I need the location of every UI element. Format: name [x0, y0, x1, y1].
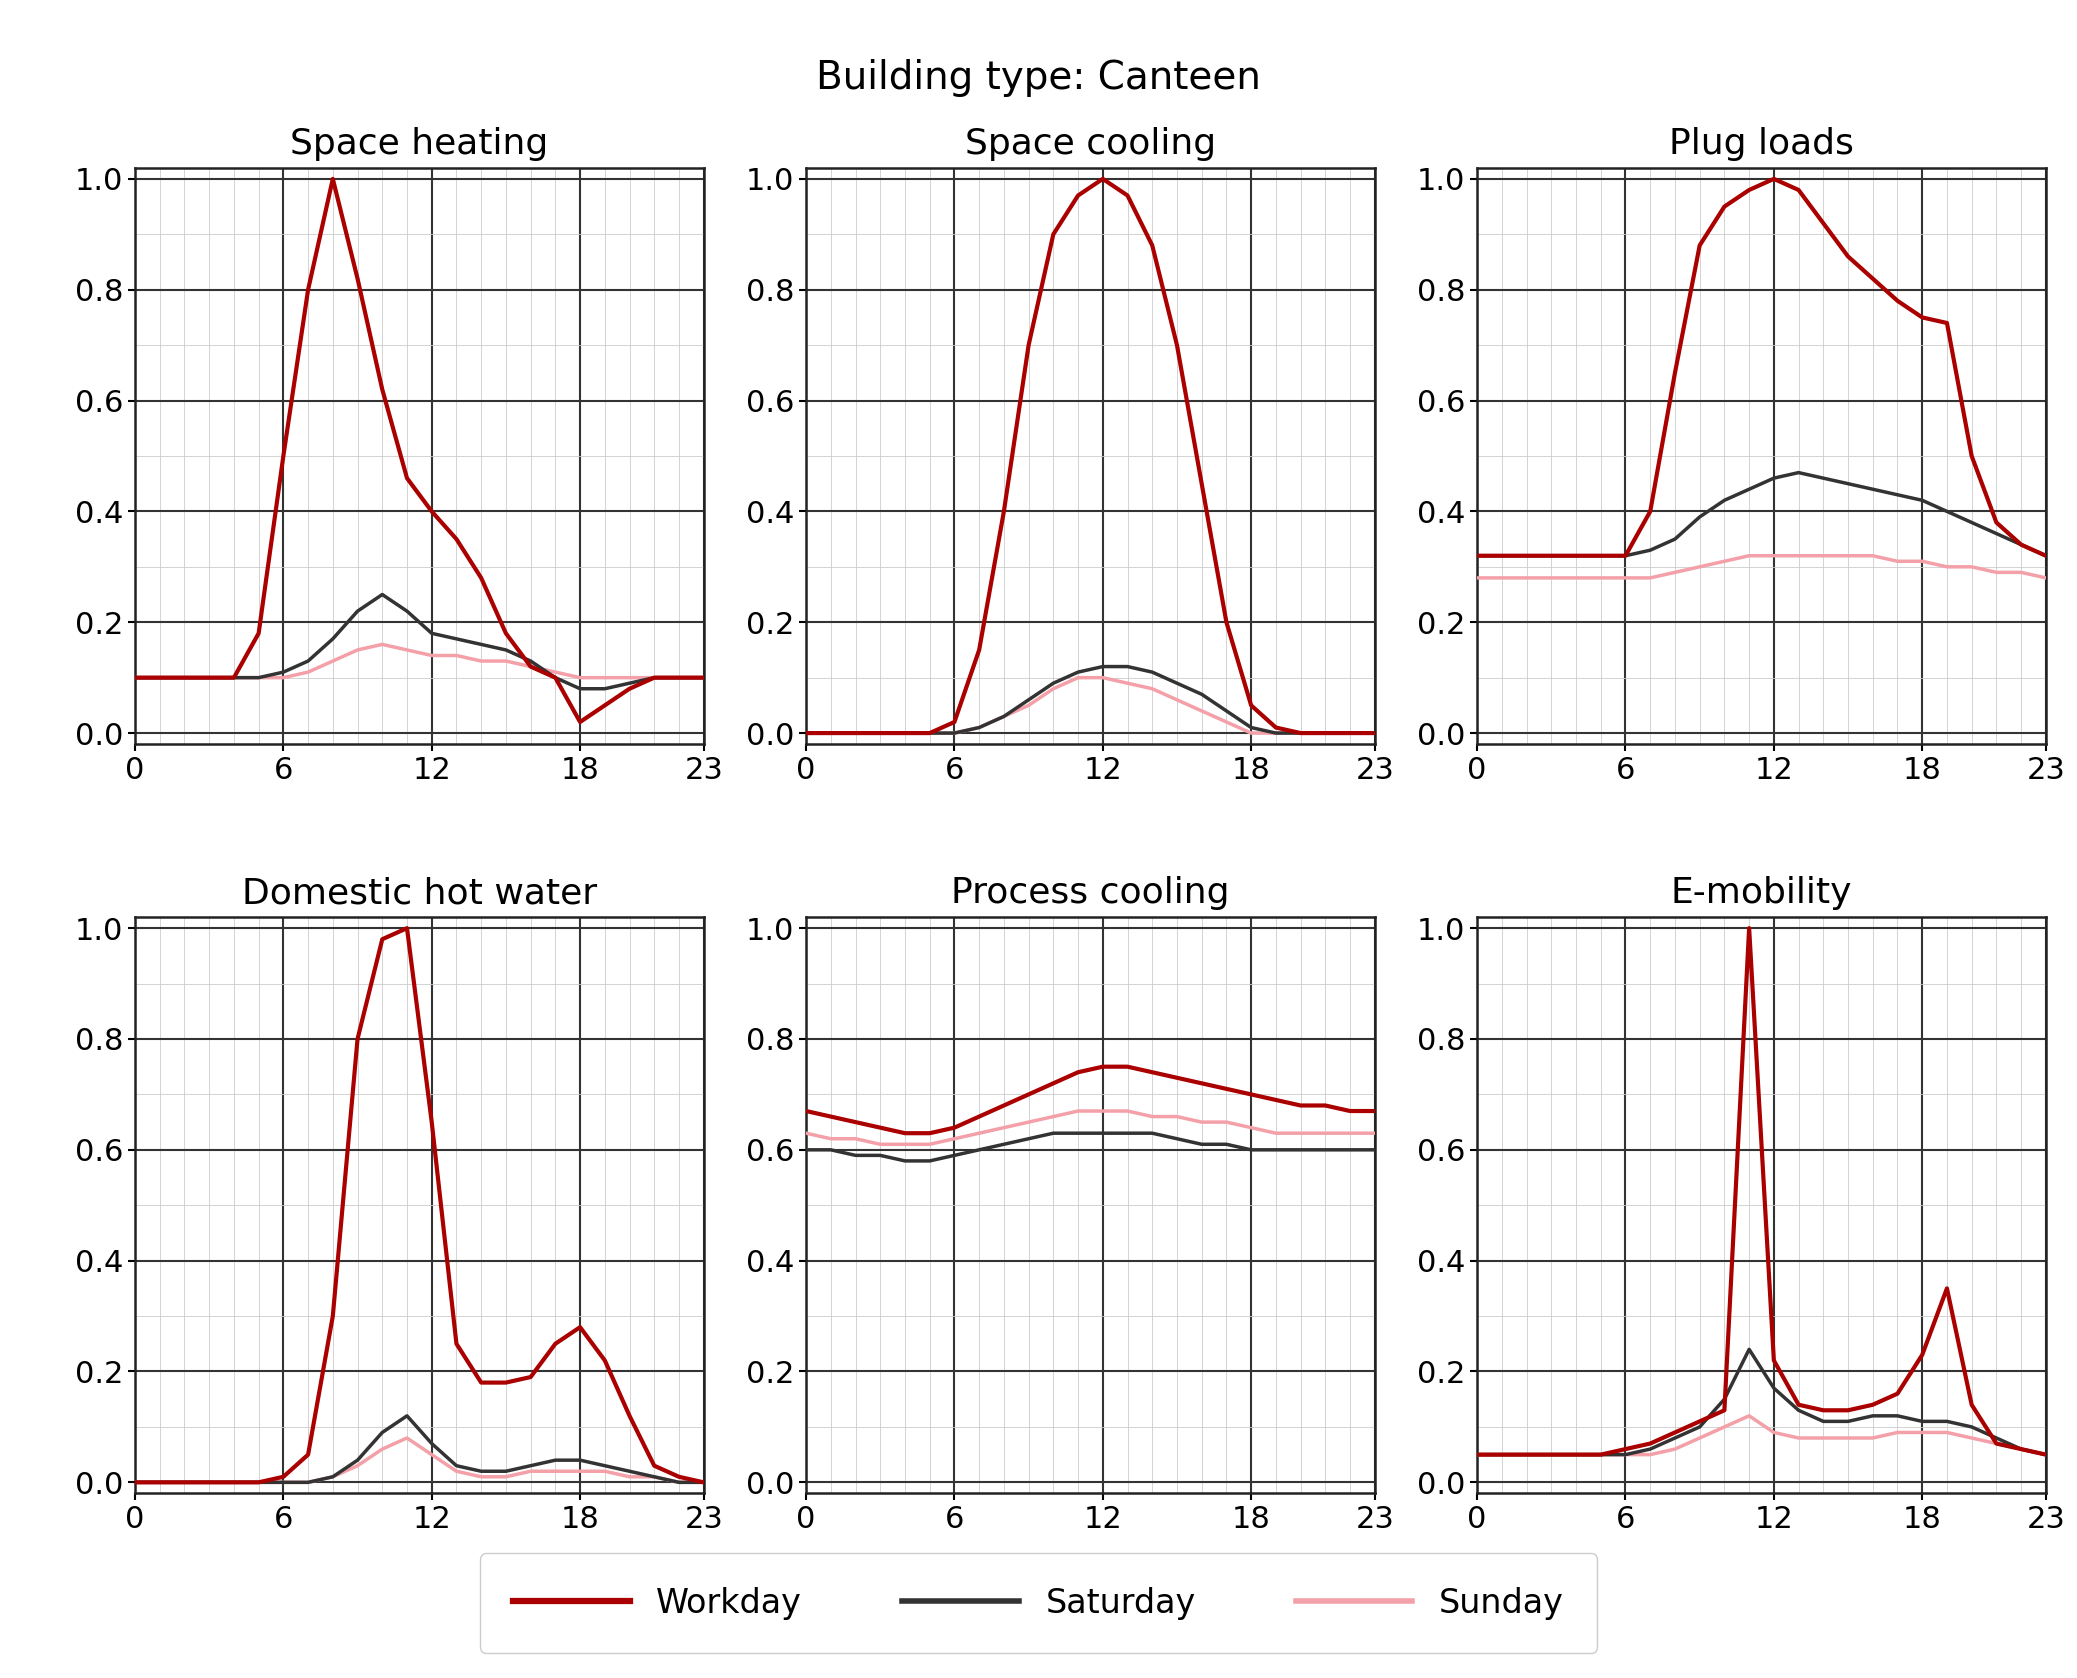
Title: Process cooling: Process cooling [951, 876, 1230, 909]
Title: Space cooling: Space cooling [966, 128, 1215, 161]
Text: Building type: Canteen: Building type: Canteen [816, 59, 1261, 97]
Legend: Workday, Saturday, Sunday: Workday, Saturday, Sunday [480, 1554, 1597, 1653]
Title: Domestic hot water: Domestic hot water [241, 876, 596, 909]
Title: Space heating: Space heating [291, 128, 548, 161]
Title: Plug loads: Plug loads [1670, 128, 1855, 161]
Title: E-mobility: E-mobility [1670, 876, 1853, 909]
